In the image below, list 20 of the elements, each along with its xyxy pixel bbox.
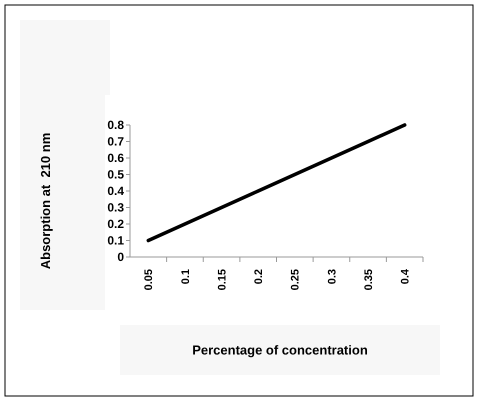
x-tick-label: 0.4 [400,268,412,284]
y-tick-label: 0 [117,250,124,264]
line-series [146,123,406,242]
x-tick-label: 0.2 [253,269,266,284]
y-tick-label: 0.2 [107,217,124,232]
y-axis-title: Absorption at 210 nm [38,132,53,270]
y-tick-label: 0.6 [107,151,124,166]
x-axis-title: Percentage of concentration [192,342,368,358]
x-tick-label: 0.3 [326,269,338,284]
y-tick-label: 0.5 [107,168,124,182]
x-tick-label: 0.35 [362,269,375,290]
y-tick-label: 0.8 [107,118,124,132]
x-tick-label: 0.25 [290,269,302,290]
y-tick-label: 0.4 [107,184,124,198]
y-tick-label: 0.7 [107,134,124,149]
x-tick-label: 0.05 [143,269,156,290]
x-tick-label: 0.15 [216,269,228,290]
x-tick-label: 0.1 [180,269,192,284]
y-tick-label: 0.1 [107,234,124,248]
y-tick-label: 0.3 [107,200,124,215]
